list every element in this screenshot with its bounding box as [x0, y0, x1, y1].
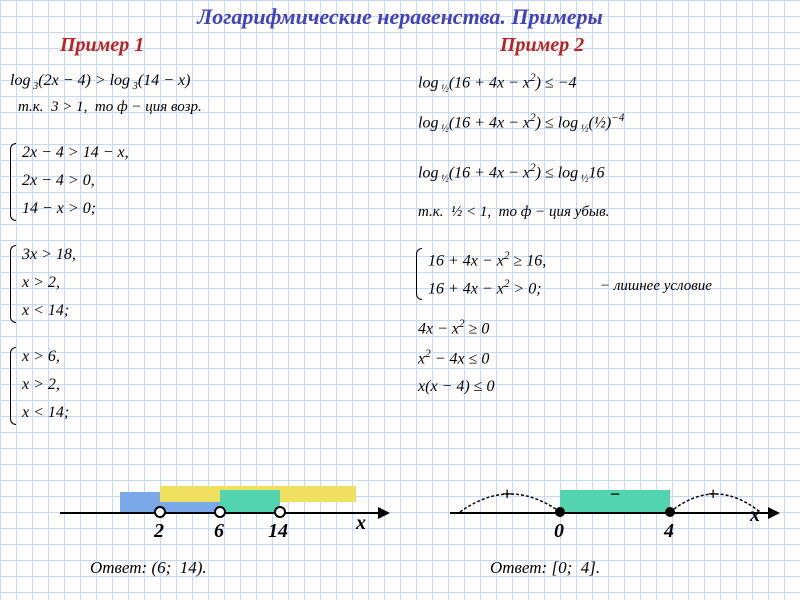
tick-open	[274, 506, 286, 518]
ex1-sys1-line3: 14 − x > 0;	[22, 200, 96, 218]
tick-label: 0	[554, 520, 564, 543]
tick-label: 2	[154, 520, 164, 543]
band-green	[220, 490, 280, 512]
tick-open	[154, 506, 166, 518]
brace-icon	[10, 347, 16, 425]
ex1-note: т.к. 3 > 1, то ф − ция возр.	[18, 99, 202, 116]
brace-icon	[10, 143, 16, 221]
ex1-sys3-line1: x > 6,	[22, 348, 60, 366]
brace-icon	[10, 245, 16, 323]
ex2-eq1: log ½(16 + 4x − x2) ≤ −4	[418, 72, 576, 95]
tick-open	[214, 506, 226, 518]
ex1-number-line: 2 6 14 x	[60, 490, 390, 550]
ex2-sys1-line2: 16 + 4x − x2 > 0;	[428, 278, 542, 298]
x-axis-label: x	[356, 512, 366, 535]
ex1-sys2-line3: x < 14;	[22, 302, 69, 320]
page-title: Логарифмические неравенства. Примеры	[0, 4, 800, 30]
ex2-side-note: − лишнее условие	[600, 278, 712, 295]
ex2-step4: 4x − x2 ≥ 0	[418, 318, 489, 338]
axis-line	[450, 512, 770, 514]
ex1-answer: Ответ: (6; 14).	[90, 558, 207, 578]
ex2-step6: x(x − 4) ≤ 0	[418, 378, 494, 396]
ex2-eq3: log ½(16 + 4x − x2) ≤ log ½16	[418, 162, 605, 185]
ex1-sys3-line2: x > 2,	[22, 376, 60, 394]
ex1-sys2-line1: 3x > 18,	[22, 246, 76, 264]
tick-label: 6	[214, 520, 224, 543]
arrow-right-icon	[768, 507, 780, 519]
ex2-note: т.к. ½ < 1, то ф − ция убыв.	[418, 204, 609, 221]
brace-icon	[416, 248, 422, 300]
sign-label: +	[502, 484, 512, 505]
x-axis-label: x	[750, 504, 760, 527]
ex1-sys2-line2: x > 2,	[22, 274, 60, 292]
ex2-answer: Ответ: [0; 4].	[490, 558, 600, 578]
tick-closed	[555, 507, 565, 517]
tick-label: 4	[664, 520, 674, 543]
example-2-heading: Пример 2	[500, 34, 584, 57]
ex2-number-line: + − + 0 4 x	[450, 490, 790, 550]
sign-label: +	[708, 484, 718, 505]
arrow-right-icon	[378, 507, 390, 519]
ex1-sys1-line1: 2x − 4 > 14 − x,	[22, 144, 129, 162]
ex2-eq2: log ½(16 + 4x − x2) ≤ log ½(½)−4	[418, 112, 624, 135]
ex2-sys1-line1: 16 + 4x − x2 ≥ 16,	[428, 250, 546, 270]
ex1-sys1-line2: 2x − 4 > 0,	[22, 172, 95, 190]
ex1-sys3-line3: x < 14;	[22, 404, 69, 422]
tick-label: 14	[268, 520, 288, 543]
ex2-step5: x2 − 4x ≤ 0	[418, 348, 489, 368]
sign-label: −	[610, 484, 620, 505]
tick-closed	[665, 507, 675, 517]
example-1-heading: Пример 1	[60, 34, 144, 57]
ex1-eq1: log 3(2x − 4) > log 3(14 − x)	[10, 72, 190, 92]
